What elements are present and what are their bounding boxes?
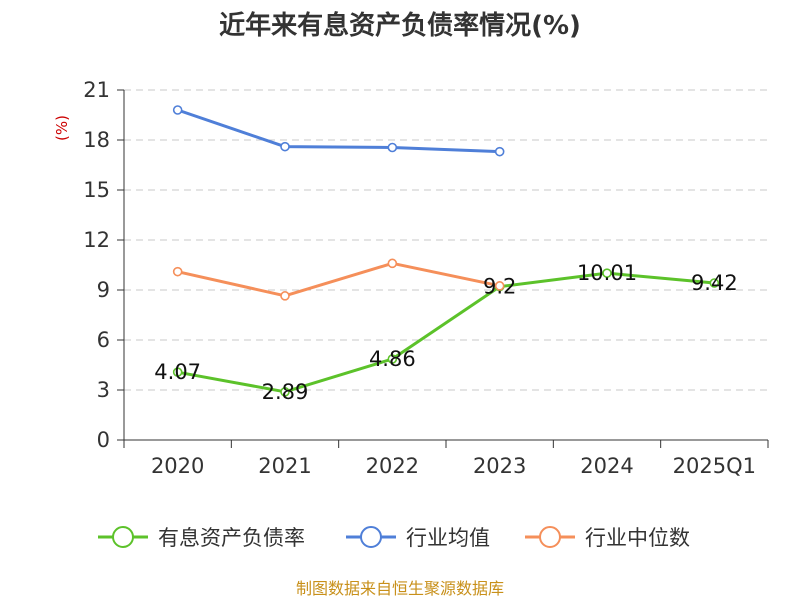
y-tick-label-1: 3 [97, 378, 110, 402]
data-label-0-3: 9.2 [483, 275, 516, 299]
source-note: 制图数据来自恒生聚源数据库 [296, 579, 504, 598]
x-tick-label-5: 2025Q1 [673, 454, 756, 478]
x-tick-label-3: 2023 [473, 454, 526, 478]
x-tick-label-0: 2020 [151, 454, 204, 478]
y-axis-unit: (%) [53, 115, 71, 141]
series-2-point-3 [494, 281, 505, 291]
legend-marker-2 [539, 526, 561, 548]
series-line-1 [177, 108, 500, 154]
series-1-point-2 [387, 142, 398, 153]
series-0-point-4 [602, 268, 612, 278]
x-tick-label-2: 2022 [366, 454, 419, 478]
series-0-point-2 [387, 354, 398, 364]
axes: 0 3 6 9 12 15 18 21 2020 2021 2022 2023 2024 2025Q1 [83, 78, 769, 478]
data-label-0-0: 4.07 [154, 360, 201, 384]
y-tick-label-4: 12 [83, 228, 110, 252]
y-tick-label-3: 9 [97, 278, 110, 302]
legend-label-1: 行业均值 [406, 526, 490, 550]
series-0-point-0 [172, 367, 183, 377]
legend-marker-1 [360, 526, 382, 548]
y-tick-label-6: 18 [83, 128, 110, 152]
data-label-0-1: 2.89 [262, 380, 309, 404]
series-line-0 [177, 271, 715, 394]
data-label-0-5: 9.42 [691, 271, 738, 295]
series-2-point-2 [387, 258, 398, 269]
legend-label-0: 有息资产负债率 [158, 526, 305, 550]
data-label-0-2: 4.86 [369, 347, 416, 371]
y-tick-label-0: 0 [97, 428, 110, 452]
data-label-0-4: 10.01 [577, 261, 637, 285]
series-1-point-1 [280, 141, 290, 152]
chart-title: 近年来有息资产负债率情况(%) [219, 10, 581, 41]
series-2-point-1 [280, 291, 290, 301]
series-1-point-0 [172, 105, 183, 115]
series-2-point-0 [172, 266, 183, 277]
y-tick-label-2: 6 [97, 328, 110, 352]
y-tick-label-5: 15 [83, 178, 110, 202]
series-1-point-3 [494, 146, 505, 157]
series-0-point-1 [280, 387, 290, 397]
data-labels: 4.07 2.89 4.86 9.2 10.01 9.42 [154, 261, 737, 404]
legend-marker-0 [112, 526, 134, 548]
series-line-2 [177, 261, 500, 298]
x-tick-label-1: 2021 [258, 454, 311, 478]
x-tick-label-4: 2024 [580, 454, 633, 478]
series-group [172, 105, 720, 397]
legend-label-2: 行业中位数 [585, 526, 690, 550]
legend: 有息资产负债率 行业均值 行业中位数 [98, 526, 690, 550]
grid-lines [124, 89, 768, 391]
series-0-point-5 [709, 278, 720, 288]
y-tick-label-7: 21 [83, 78, 110, 102]
